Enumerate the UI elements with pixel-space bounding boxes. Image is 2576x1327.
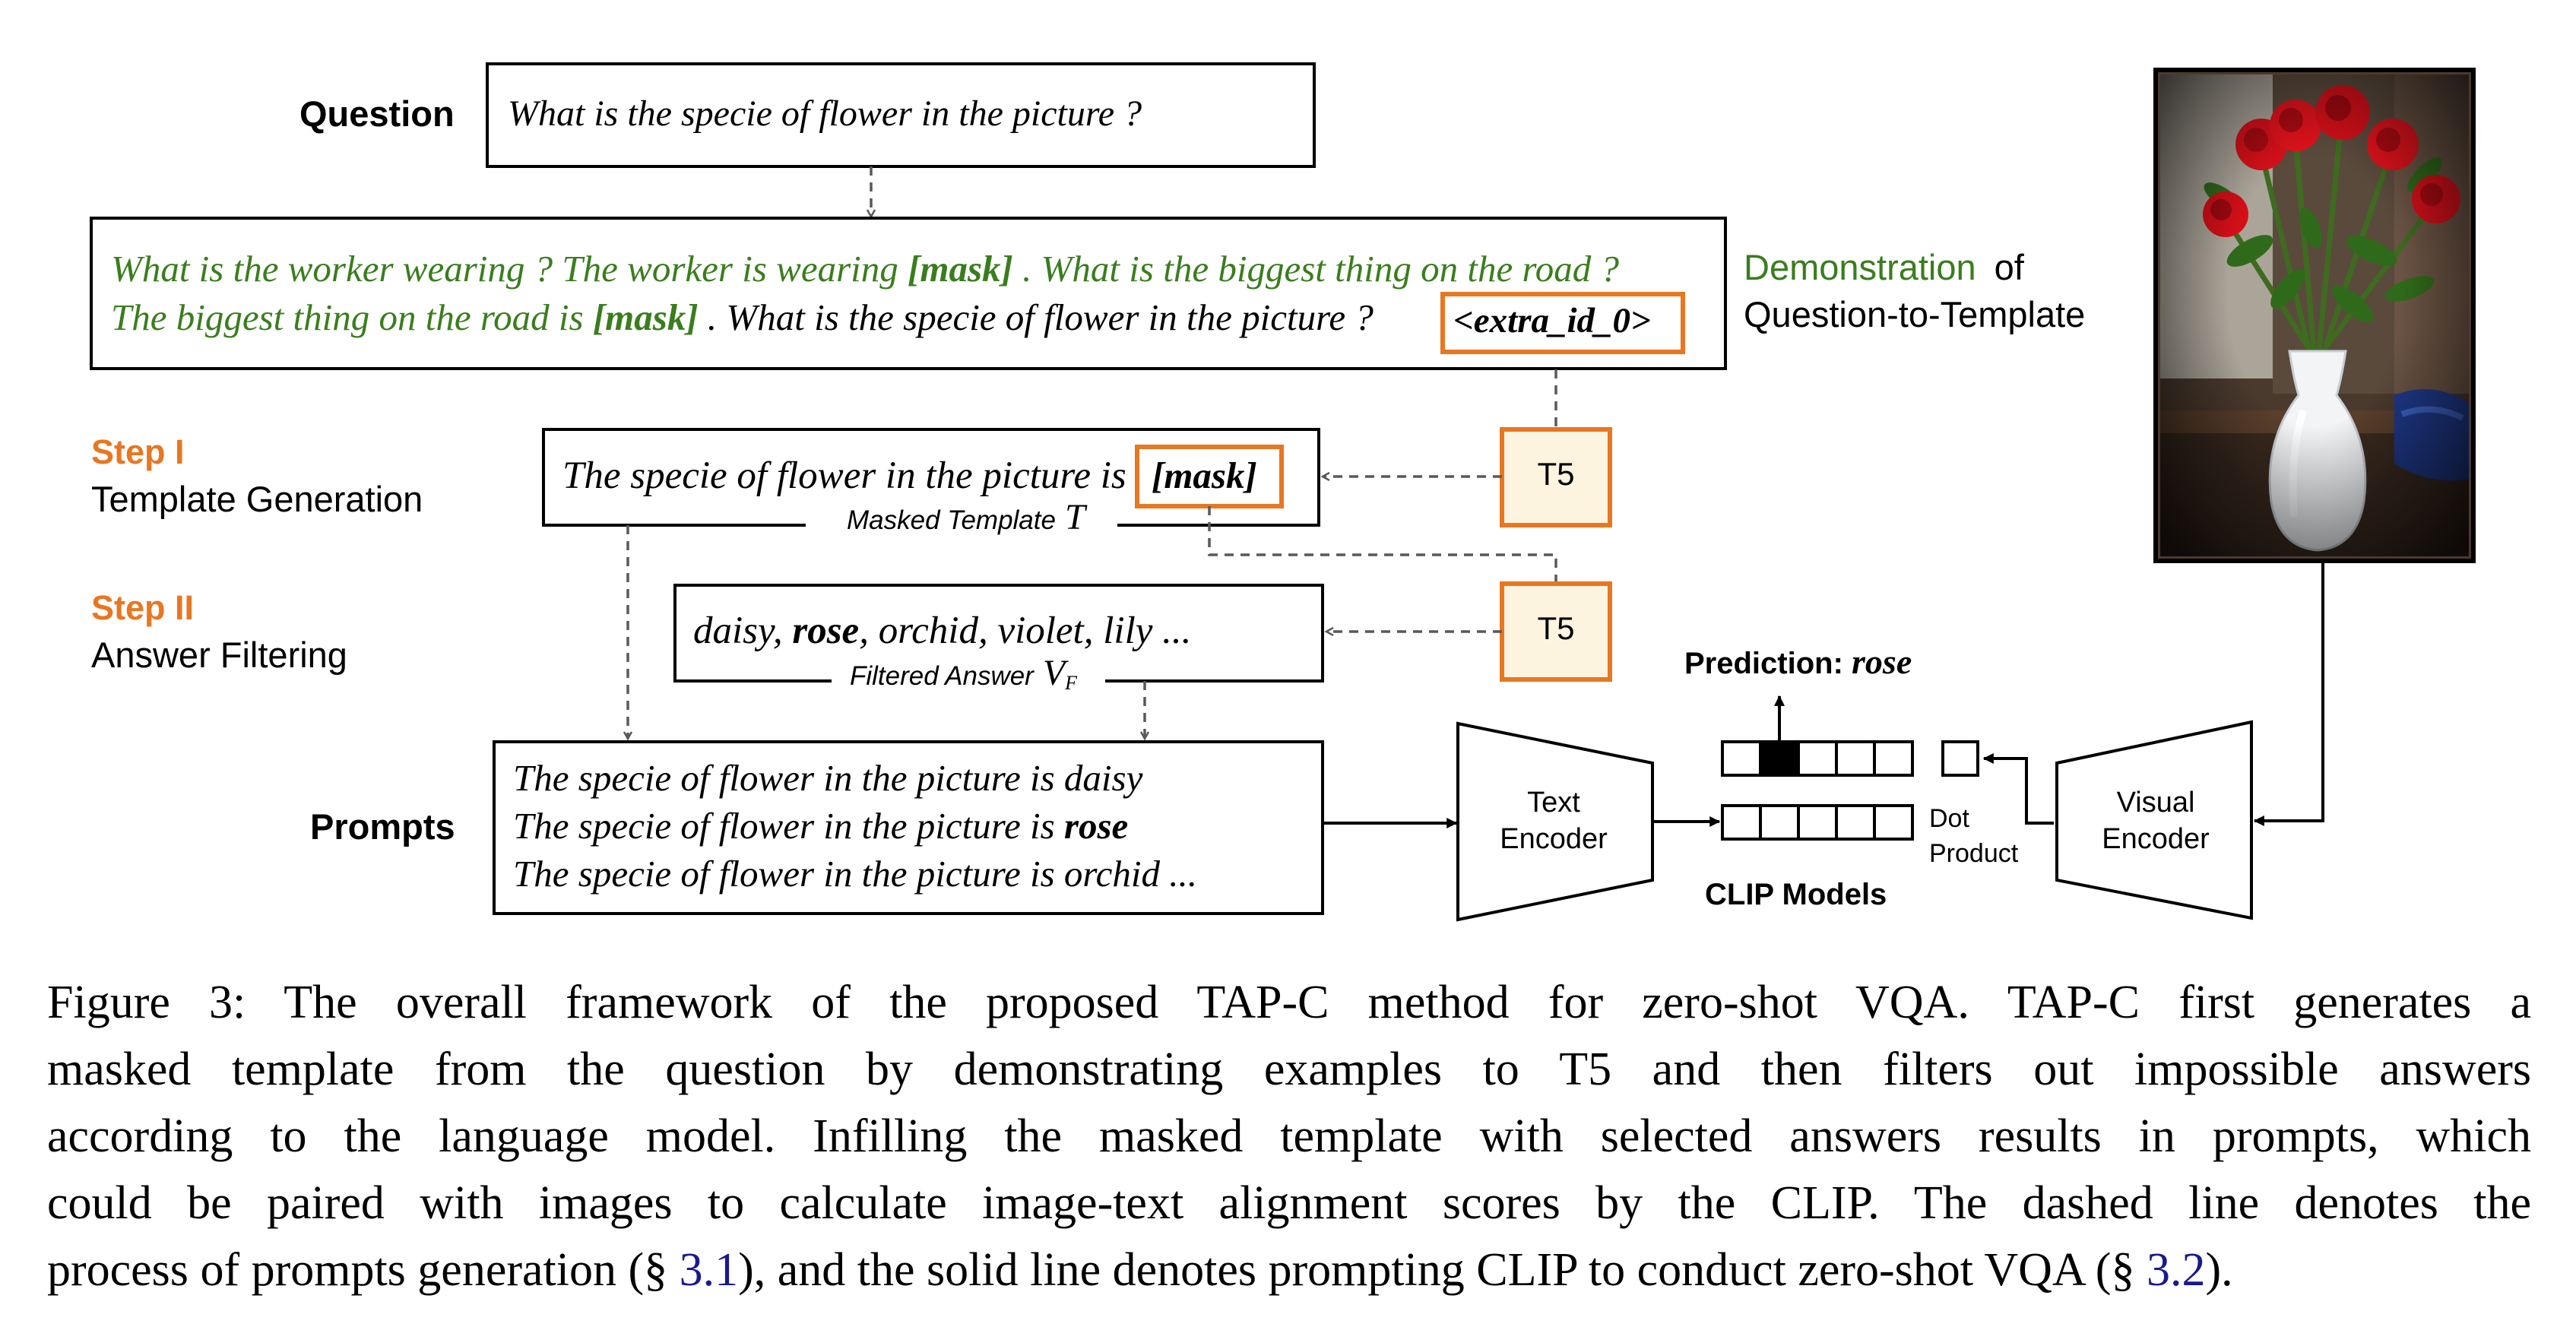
t5-label-1: T5	[1537, 456, 1574, 492]
caption-line-5: process of prompts generation (§ 3.1), a…	[47, 1244, 2233, 1296]
text-embedding-cell	[1759, 804, 1800, 841]
mask-to-t5-line	[1208, 506, 1557, 584]
visual-encoder-label-1: Visual	[2117, 787, 2195, 819]
filtered-answer-text: daisy, rose, orchid, violet, lily ...	[693, 610, 1191, 652]
text-embedding-cells	[1721, 804, 1914, 841]
visual-encoder-label-2: Encoder	[2102, 823, 2210, 855]
question-label: Question	[299, 93, 455, 134]
text-embedding-cell	[1797, 804, 1838, 841]
prediction-cell	[1721, 740, 1762, 777]
question-box	[486, 62, 1316, 168]
clip-models-label: CLIP Models	[1705, 878, 1887, 911]
prediction-cell	[1797, 740, 1838, 777]
step2-subtitle: Answer Filtering	[91, 635, 347, 675]
t5-label-2: T5	[1537, 610, 1574, 646]
mask-token: [mask]	[1152, 454, 1257, 496]
step1-title: Step I	[91, 432, 185, 471]
caption-line-4: could be paired with images to calculate…	[47, 1177, 2531, 1229]
demonstration-line2: The biggest thing on the road is [mask] …	[111, 296, 1374, 338]
caption-line-1: Figure 3: The overall framework of the p…	[47, 977, 2531, 1028]
prompt-line-1: The specie of flower in the picture is d…	[513, 757, 1143, 799]
demonstration-line1: What is the worker wearing ? The worker …	[111, 248, 1619, 290]
prompt-line-2: The specie of flower in the picture is r…	[513, 805, 1128, 847]
t5-box-1	[1500, 427, 1612, 527]
text-encoder-label-1: Text	[1527, 787, 1580, 819]
step2-title: Step II	[91, 588, 194, 627]
dot-product-label-2: Product	[1929, 839, 2019, 868]
text-embedding-cell	[1835, 804, 1876, 841]
section-ref-3-2[interactable]: 3.2	[2146, 1244, 2206, 1296]
masked-template-caption: Masked Template T	[847, 497, 1088, 537]
demonstration-label: Demonstration of	[1744, 247, 2025, 287]
extra-id-highlight	[1440, 292, 1685, 354]
prediction-cell-selected	[1759, 740, 1800, 777]
text-embedding-cell	[1721, 804, 1762, 841]
visual-encoder-to-embedding-arrow	[1982, 753, 2054, 825]
prediction-cell	[1873, 740, 1914, 777]
filtered-answer-caption: Filtered Answer VF	[850, 653, 1078, 694]
text-encoder	[1456, 721, 1654, 922]
image-to-visual-encoder-arrow	[2253, 561, 2324, 826]
prediction-cells	[1721, 740, 1914, 777]
prompt-line-3: The specie of flower in the picture is o…	[513, 853, 1197, 895]
dot-product-label-1: Dot	[1929, 804, 1969, 833]
caption-line-3: according to the language model. Infilli…	[47, 1110, 2531, 1162]
filtered-answer-caption-bg	[832, 661, 1105, 696]
demonstration-label-line2: Question-to-Template	[1744, 294, 2085, 334]
question-text: What is the specie of flower in the pict…	[508, 93, 1142, 134]
text-encoder-label-2: Encoder	[1500, 823, 1608, 855]
figure-caption: Figure 3: The overall framework of the p…	[47, 969, 2531, 1303]
flower-photo	[2153, 68, 2476, 563]
text-embedding-cell	[1873, 804, 1914, 841]
prompts-box	[493, 740, 1324, 915]
visual-encoder	[2055, 720, 2253, 920]
masked-template-text: The specie of flower in the picture is	[562, 454, 1126, 497]
image-embedding-cell	[1941, 740, 1979, 777]
section-ref-3-1[interactable]: 3.1	[679, 1244, 739, 1296]
prediction-cell	[1835, 740, 1876, 777]
prediction-label: Prediction: rose	[1684, 642, 1912, 681]
prompts-label: Prompts	[310, 806, 455, 847]
step1-subtitle: Template Generation	[91, 479, 423, 519]
caption-line-2: masked template from the question by dem…	[47, 1044, 2531, 1095]
masked-template-caption-bg	[806, 505, 1117, 540]
extra-id-token: <extra_id_0>	[1453, 301, 1651, 340]
t5-box-2	[1500, 581, 1612, 682]
